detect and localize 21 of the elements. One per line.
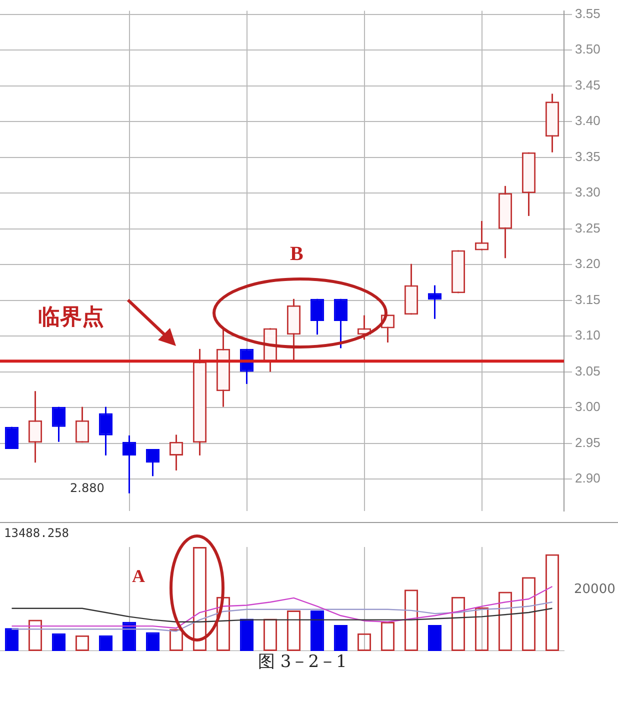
y-tick-label: 3.00 <box>575 399 600 414</box>
y-tick-label: 3.35 <box>575 148 600 164</box>
y-tick-label: 3.45 <box>575 77 600 92</box>
y-tick-label: 3.10 <box>575 328 600 343</box>
y-tick-label: 3.40 <box>575 113 600 128</box>
text: 20000 <box>574 582 616 597</box>
annotation: 2.880 <box>70 481 104 495</box>
y-tick-label: 2.95 <box>575 434 600 450</box>
annotation: B <box>290 243 304 265</box>
text: 13488.258 <box>4 526 70 540</box>
y-tick-label: 3.30 <box>575 184 600 200</box>
y-tick-label: 2.90 <box>575 470 600 486</box>
y-tick-label: 3.15 <box>575 292 600 307</box>
y-tick-label: 3.05 <box>575 363 600 378</box>
caption: 图 3－2－1 <box>258 652 347 672</box>
annotation: 临界点 <box>38 304 104 330</box>
y-tick-label: 3.50 <box>575 42 600 57</box>
y-tick-label: 3.25 <box>575 220 600 236</box>
annotation: A <box>132 566 145 586</box>
y-tick-label: 3.55 <box>575 6 600 21</box>
y-tick-label: 3.20 <box>575 256 600 272</box>
